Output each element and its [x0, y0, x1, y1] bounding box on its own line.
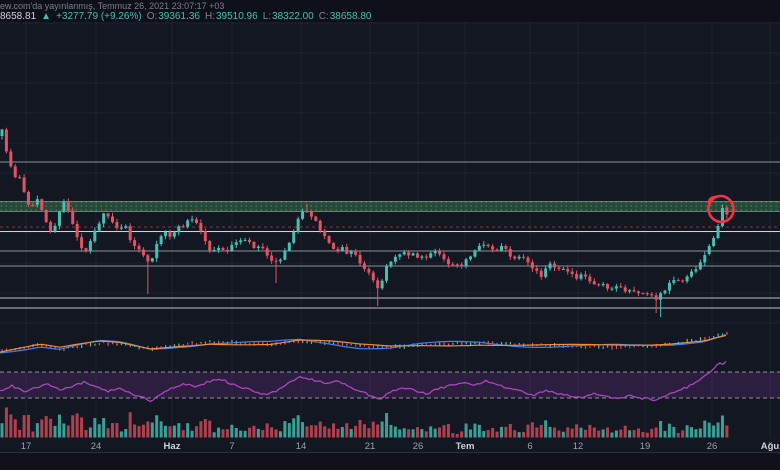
- price-change: +3277.79 (+9.26%): [56, 11, 142, 22]
- ohlc-low: L: 38322.00: [263, 12, 314, 22]
- ohlc-high: H: 39510.96: [205, 12, 258, 22]
- time-axis-label[interactable]: 21: [365, 441, 376, 452]
- high-value: 39510.96: [215, 11, 258, 22]
- up-arrow-icon: ▲: [41, 11, 52, 22]
- time-axis-label[interactable]: 26: [413, 441, 424, 452]
- time-axis-label[interactable]: 26: [707, 441, 718, 452]
- top-margin-strip: [0, 0, 780, 22]
- open-value: 39361.36: [158, 11, 200, 22]
- high-label: H:: [204, 11, 215, 22]
- ribbon-indicator-pane: [0, 331, 728, 354]
- close-label: C:: [318, 11, 329, 22]
- time-axis-label[interactable]: 17: [21, 441, 32, 452]
- ohlc-close: C: 38658.80: [319, 12, 372, 22]
- last-price: 8658.81: [0, 11, 37, 22]
- time-axis-label[interactable]: Ağu: [761, 441, 780, 452]
- time-axis-label[interactable]: 14: [296, 441, 307, 452]
- ohlc-row: 8658.81 ▲ +3277.79 (+9.26%) O: 39361.36 …: [0, 12, 371, 22]
- supply-zone[interactable]: [0, 201, 780, 212]
- time-axis-label[interactable]: 6: [527, 441, 532, 452]
- bottom-margin-strip: [0, 453, 780, 470]
- time-axis-label[interactable]: Tem: [456, 441, 475, 452]
- time-axis-label[interactable]: 24: [91, 441, 102, 452]
- low-label: L:: [262, 11, 272, 22]
- close-value: 38658.80: [329, 11, 372, 22]
- time-axis-label[interactable]: 19: [640, 441, 651, 452]
- low-value: 38322.00: [272, 11, 314, 22]
- level-lines-layer[interactable]: [0, 161, 780, 309]
- time-axis-label[interactable]: 12: [573, 441, 584, 452]
- time-axis-label[interactable]: 7: [229, 441, 234, 452]
- publish-watermark: ew.com'da yayınlanmış, Temmuz 26, 2021 2…: [0, 1, 225, 11]
- oscillator-pane: [0, 361, 780, 403]
- time-axis[interactable]: 17 24 Haz 7 14 21 26 Tem 6 12 19 26 Ağu: [0, 441, 780, 453]
- annotation-circle[interactable]: [706, 193, 737, 225]
- ohlc-open: O: 39361.36: [147, 12, 200, 22]
- volume-pane: [0, 407, 729, 438]
- candles-layer: [0, 127, 729, 317]
- time-axis-label[interactable]: Haz: [164, 441, 181, 452]
- open-label: O:: [146, 11, 158, 22]
